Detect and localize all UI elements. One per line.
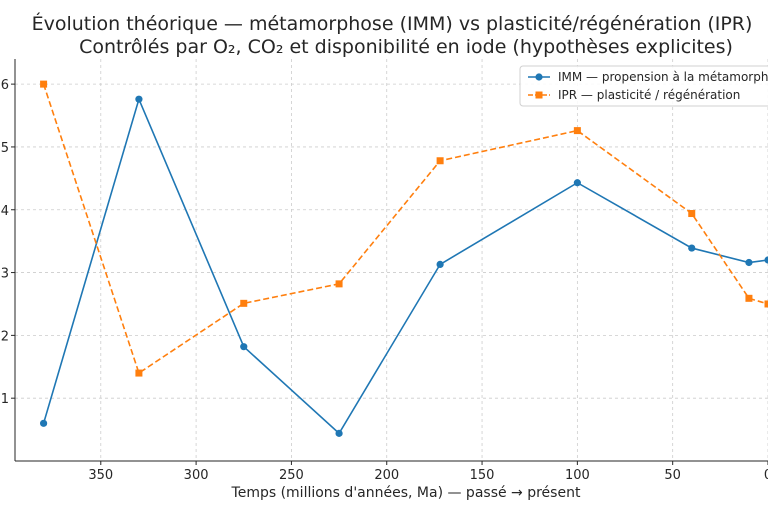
y-tick-label: 2 bbox=[1, 329, 9, 344]
y-tick-label: 4 bbox=[1, 204, 9, 219]
series-line-2 bbox=[42, 83, 768, 375]
series-2-point bbox=[688, 210, 696, 218]
series-1-point bbox=[39, 419, 48, 427]
series-2-point bbox=[40, 80, 48, 88]
legend-frame bbox=[519, 65, 768, 107]
series-2-point bbox=[436, 157, 444, 165]
y-axis-ticks: 1 2 3 4 5 6 bbox=[1, 78, 15, 407]
legend-marker-2 bbox=[535, 91, 543, 99]
x-tick-label: 250 bbox=[279, 468, 304, 483]
chart-title-line-2: Contrôlés par O₂, CO₂ et disponibilité e… bbox=[79, 36, 733, 58]
grid bbox=[15, 59, 768, 461]
legend-marker-1 bbox=[535, 73, 543, 81]
x-tick-label: 100 bbox=[565, 468, 590, 483]
plot-area bbox=[39, 80, 768, 437]
x-axis-ticks: 350 300 250 200 150 100 50 0 bbox=[88, 461, 768, 483]
x-axis-label: Temps (millions d'années, Ma) — passé → … bbox=[231, 485, 581, 501]
series-2-point bbox=[135, 369, 143, 377]
x-tick-label: 350 bbox=[88, 468, 113, 483]
legend-label-1: IMM — propension à la métamorphose bbox=[558, 70, 768, 84]
series-line-1 bbox=[42, 96, 768, 435]
x-tick-label: 50 bbox=[664, 468, 681, 483]
series-1-point bbox=[240, 343, 248, 351]
series-2-point bbox=[573, 127, 581, 135]
series-1-point bbox=[335, 429, 343, 437]
legend-label-2: IPR — plasticité / régénération bbox=[558, 88, 740, 102]
series-1-point bbox=[764, 256, 768, 264]
series-2-point bbox=[764, 300, 768, 308]
x-tick-label: 150 bbox=[470, 468, 495, 483]
x-tick-label: 0 bbox=[764, 468, 768, 483]
x-tick-label: 200 bbox=[374, 468, 399, 483]
chart-title-line-1: Évolution théorique — métamorphose (IMM)… bbox=[32, 12, 753, 35]
y-tick-label: 1 bbox=[1, 392, 9, 407]
y-tick-label: 5 bbox=[1, 141, 9, 156]
series-2-point bbox=[335, 280, 343, 288]
y-tick-label: 3 bbox=[1, 267, 9, 282]
series-1-point bbox=[436, 260, 444, 268]
series-1-point bbox=[135, 95, 143, 103]
y-tick-label: 6 bbox=[1, 78, 9, 93]
series-1-point bbox=[745, 258, 753, 267]
legend: IMM — propension à la métamorphose IPR — … bbox=[519, 65, 768, 107]
x-tick-label: 300 bbox=[184, 468, 209, 483]
series-2-point bbox=[745, 294, 753, 302]
series-1-point bbox=[573, 179, 581, 187]
series-1-point bbox=[688, 244, 696, 252]
series-2-point bbox=[240, 299, 248, 307]
axes bbox=[14, 59, 768, 462]
